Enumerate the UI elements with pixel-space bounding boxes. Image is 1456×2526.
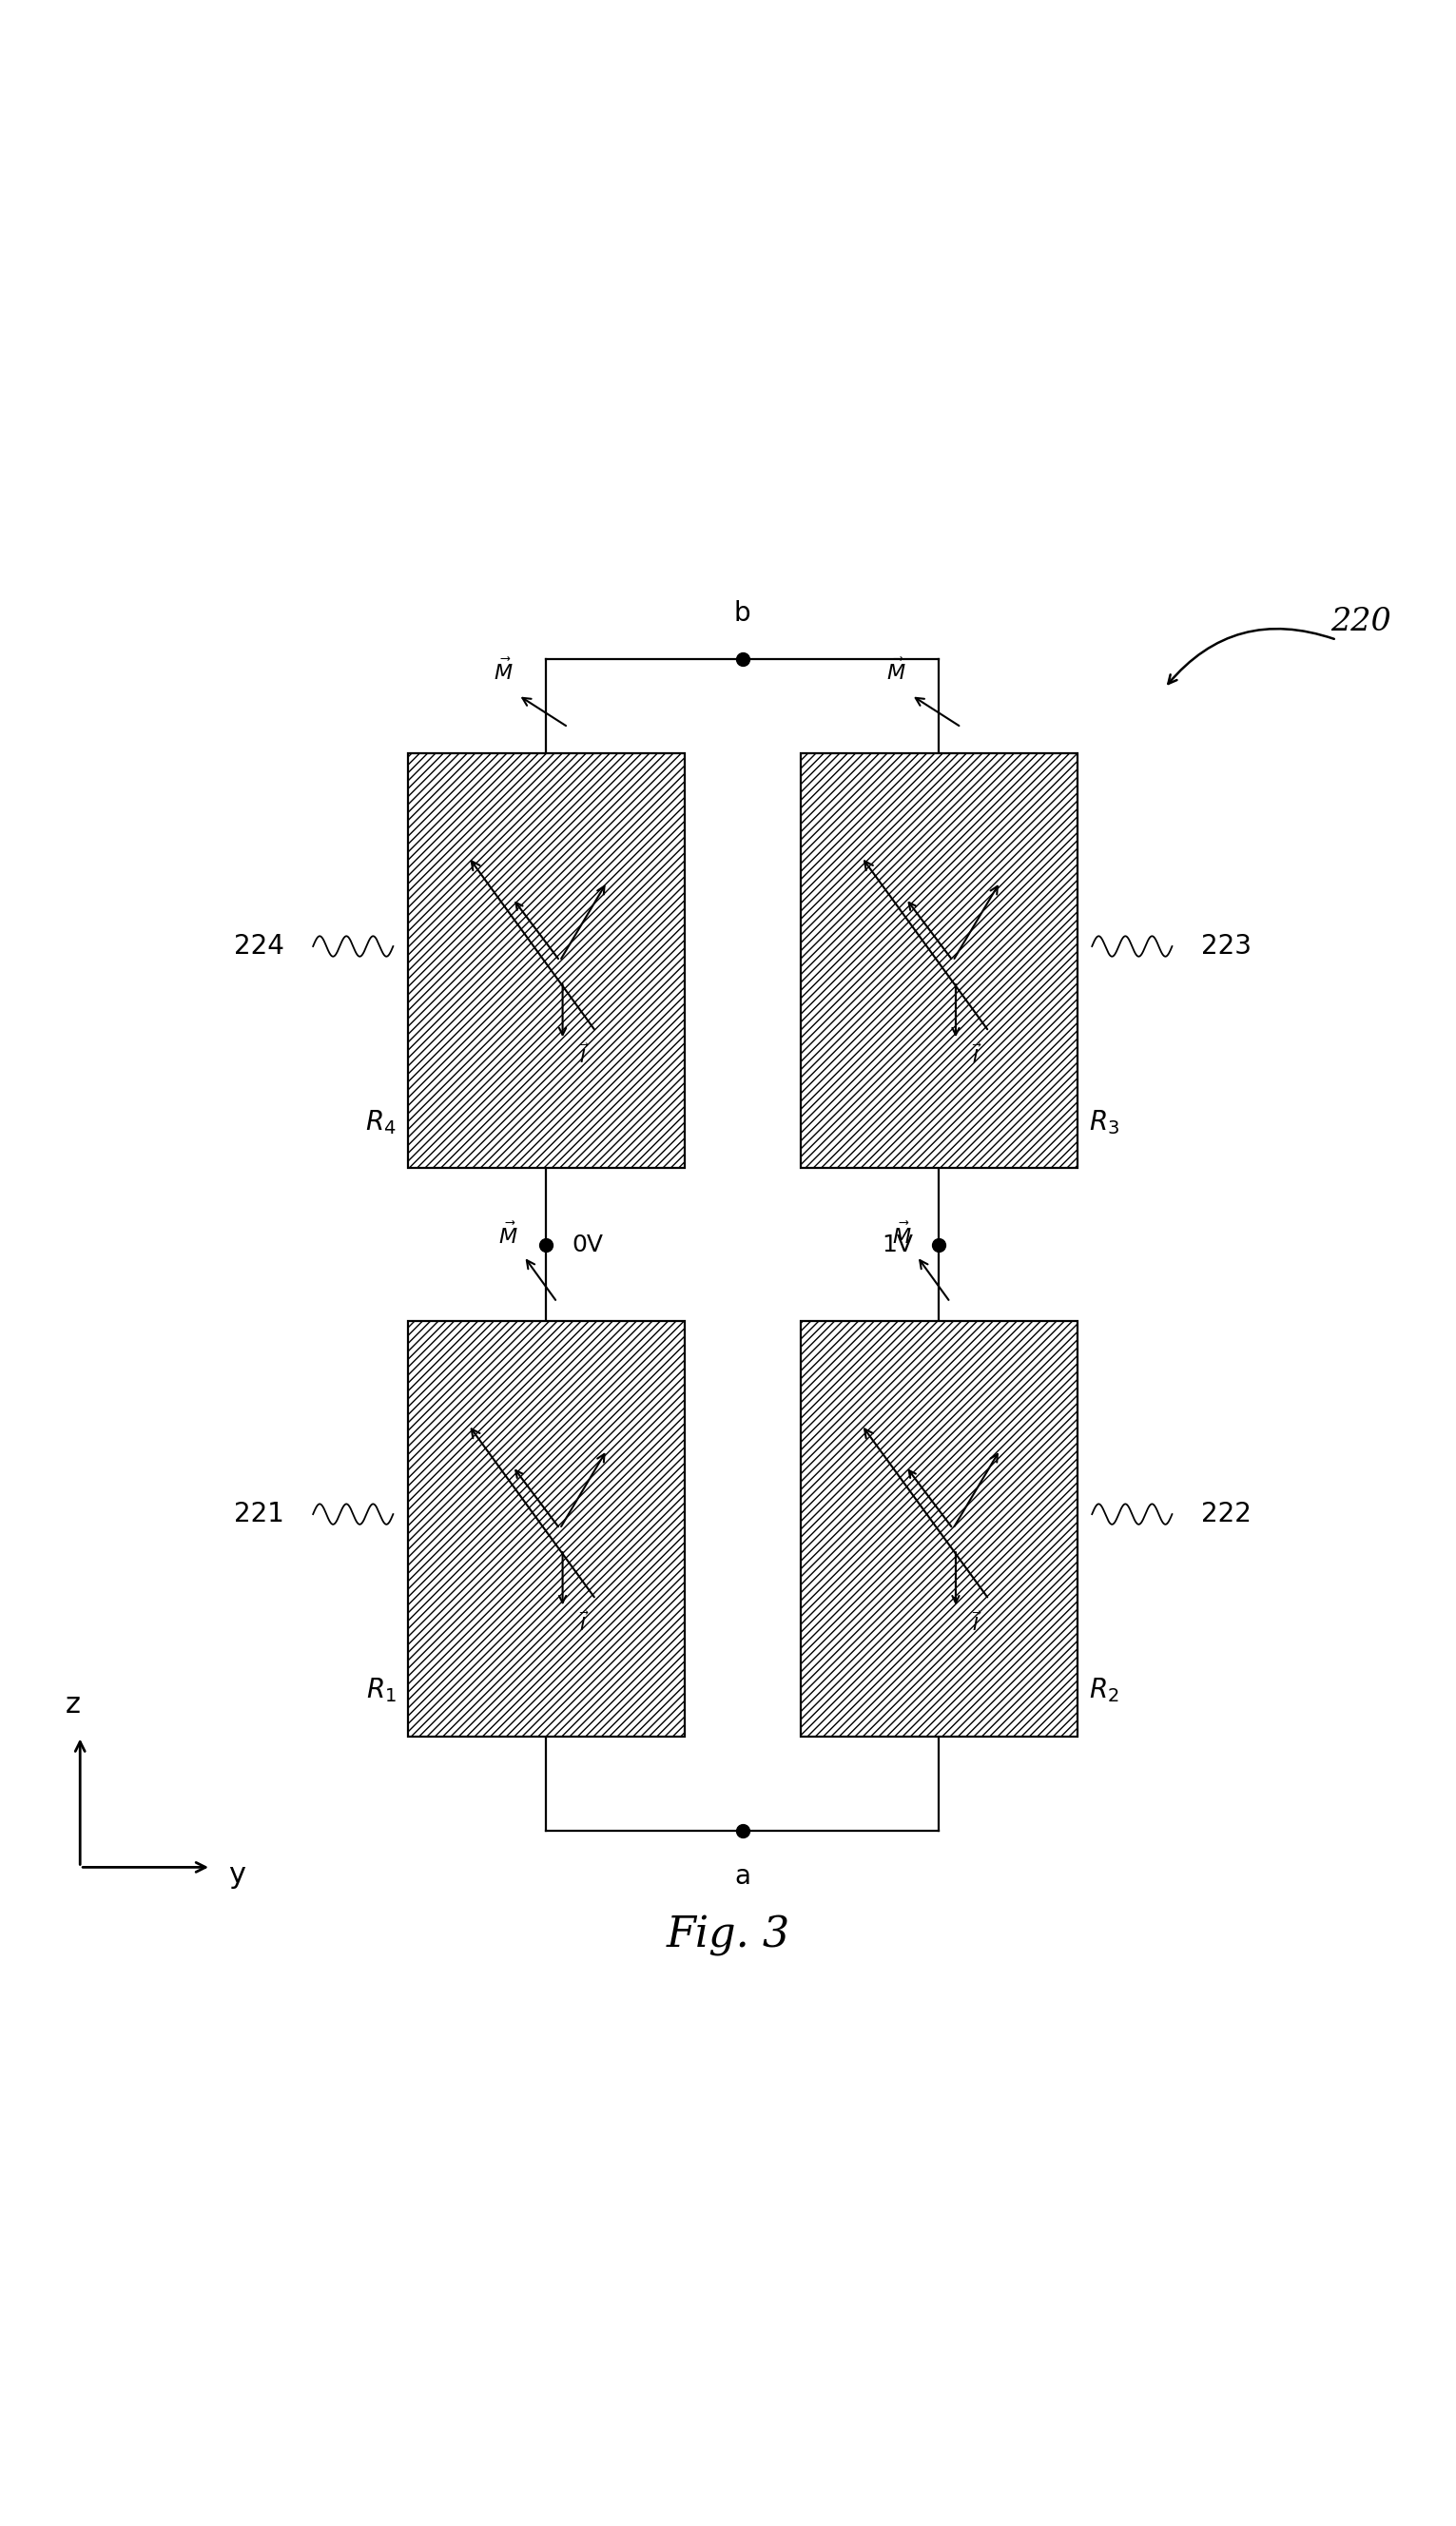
Bar [408,1321,684,1735]
Text: $\vec{M}$: $\vec{M}$ [893,1223,911,1248]
Text: $\vec{I}$: $\vec{I}$ [579,1043,590,1066]
Text: $\vec{I}$: $\vec{I}$ [973,1043,983,1066]
Text: y: y [229,1862,246,1889]
Text: 1V: 1V [881,1233,913,1255]
Text: 224: 224 [233,932,284,960]
Bar [408,753,684,1170]
Text: 221: 221 [233,1500,284,1528]
Text: 0V: 0V [572,1233,604,1255]
Text: $\vec{M}$: $\vec{M}$ [494,657,513,685]
Text: z: z [66,1692,80,1718]
FancyArrowPatch shape [1168,629,1334,685]
Text: Fig. 3: Fig. 3 [665,1915,791,1955]
Text: $\vec{M}$: $\vec{M}$ [887,657,906,685]
Text: 220: 220 [1331,606,1392,637]
Text: a: a [734,1862,751,1889]
Text: 223: 223 [1201,932,1252,960]
Text: $\vec{I}$: $\vec{I}$ [579,1612,590,1634]
Text: $R_2$: $R_2$ [1089,1675,1120,1705]
Text: $R_1$: $R_1$ [365,1675,396,1705]
Text: $\vec{I}$: $\vec{I}$ [973,1612,983,1634]
Bar [801,753,1077,1170]
Text: b: b [734,601,751,626]
Bar [801,1321,1077,1735]
Text: $R_4$: $R_4$ [365,1109,396,1137]
Text: 222: 222 [1201,1500,1252,1528]
Text: $R_3$: $R_3$ [1089,1109,1120,1137]
Text: $\vec{M}$: $\vec{M}$ [499,1223,518,1248]
